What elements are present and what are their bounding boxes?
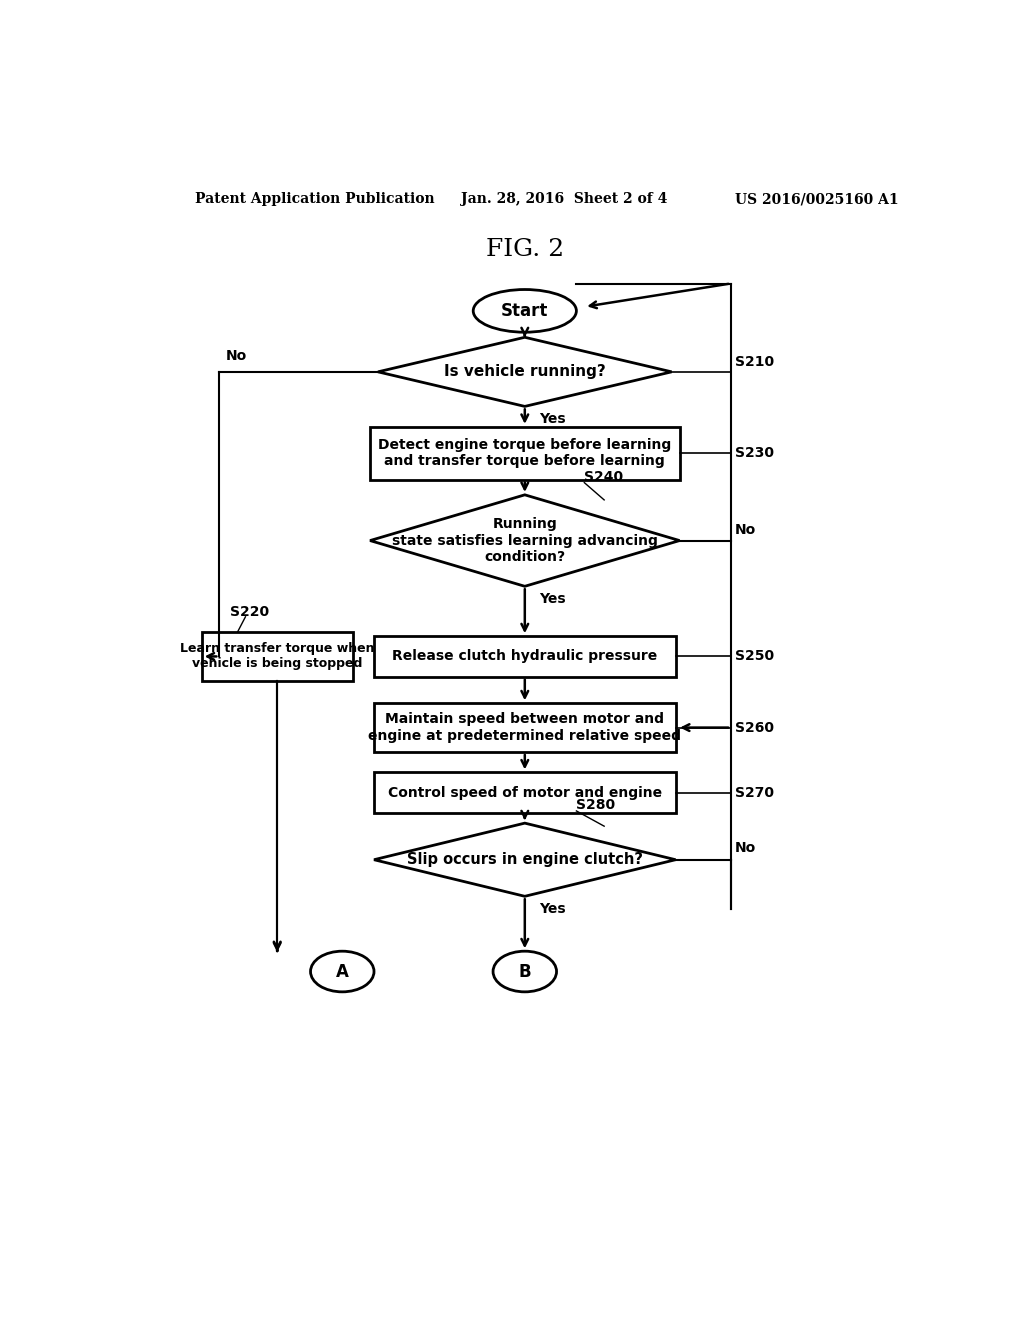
Text: Release clutch hydraulic pressure: Release clutch hydraulic pressure bbox=[392, 649, 657, 664]
Text: Patent Application Publication: Patent Application Publication bbox=[196, 191, 435, 206]
Text: S220: S220 bbox=[229, 605, 268, 619]
Bar bbox=[202, 632, 352, 681]
Text: Jan. 28, 2016  Sheet 2 of 4: Jan. 28, 2016 Sheet 2 of 4 bbox=[461, 191, 668, 206]
Text: B: B bbox=[518, 962, 531, 981]
Text: FIG. 2: FIG. 2 bbox=[485, 239, 564, 261]
Text: US 2016/0025160 A1: US 2016/0025160 A1 bbox=[735, 191, 899, 206]
Text: A: A bbox=[336, 962, 349, 981]
Text: Yes: Yes bbox=[539, 902, 565, 916]
Bar bbox=[374, 636, 676, 677]
Text: No: No bbox=[735, 524, 757, 537]
Text: No: No bbox=[735, 841, 757, 854]
Bar bbox=[374, 704, 676, 752]
Text: Slip occurs in engine clutch?: Slip occurs in engine clutch? bbox=[407, 853, 643, 867]
Text: No: No bbox=[225, 348, 247, 363]
Text: S260: S260 bbox=[735, 721, 774, 735]
Text: S240: S240 bbox=[585, 470, 624, 483]
Text: Is vehicle running?: Is vehicle running? bbox=[444, 364, 605, 379]
Text: Detect engine torque before learning
and transfer torque before learning: Detect engine torque before learning and… bbox=[378, 438, 672, 469]
Text: S280: S280 bbox=[577, 797, 615, 812]
Text: S210: S210 bbox=[735, 355, 774, 368]
Text: Learn transfer torque when
vehicle is being stopped: Learn transfer torque when vehicle is be… bbox=[180, 643, 375, 671]
Text: Yes: Yes bbox=[539, 591, 565, 606]
Text: Start: Start bbox=[501, 302, 549, 319]
Bar bbox=[374, 772, 676, 813]
Text: Control speed of motor and engine: Control speed of motor and engine bbox=[388, 785, 662, 800]
Text: Maintain speed between motor and
engine at predetermined relative speed: Maintain speed between motor and engine … bbox=[369, 713, 681, 743]
Text: S230: S230 bbox=[735, 446, 774, 461]
Text: S270: S270 bbox=[735, 785, 774, 800]
Text: S250: S250 bbox=[735, 649, 774, 664]
Text: Yes: Yes bbox=[539, 412, 565, 425]
Bar bbox=[370, 426, 680, 479]
Text: Running
state satisfies learning advancing
condition?: Running state satisfies learning advanci… bbox=[392, 517, 657, 564]
